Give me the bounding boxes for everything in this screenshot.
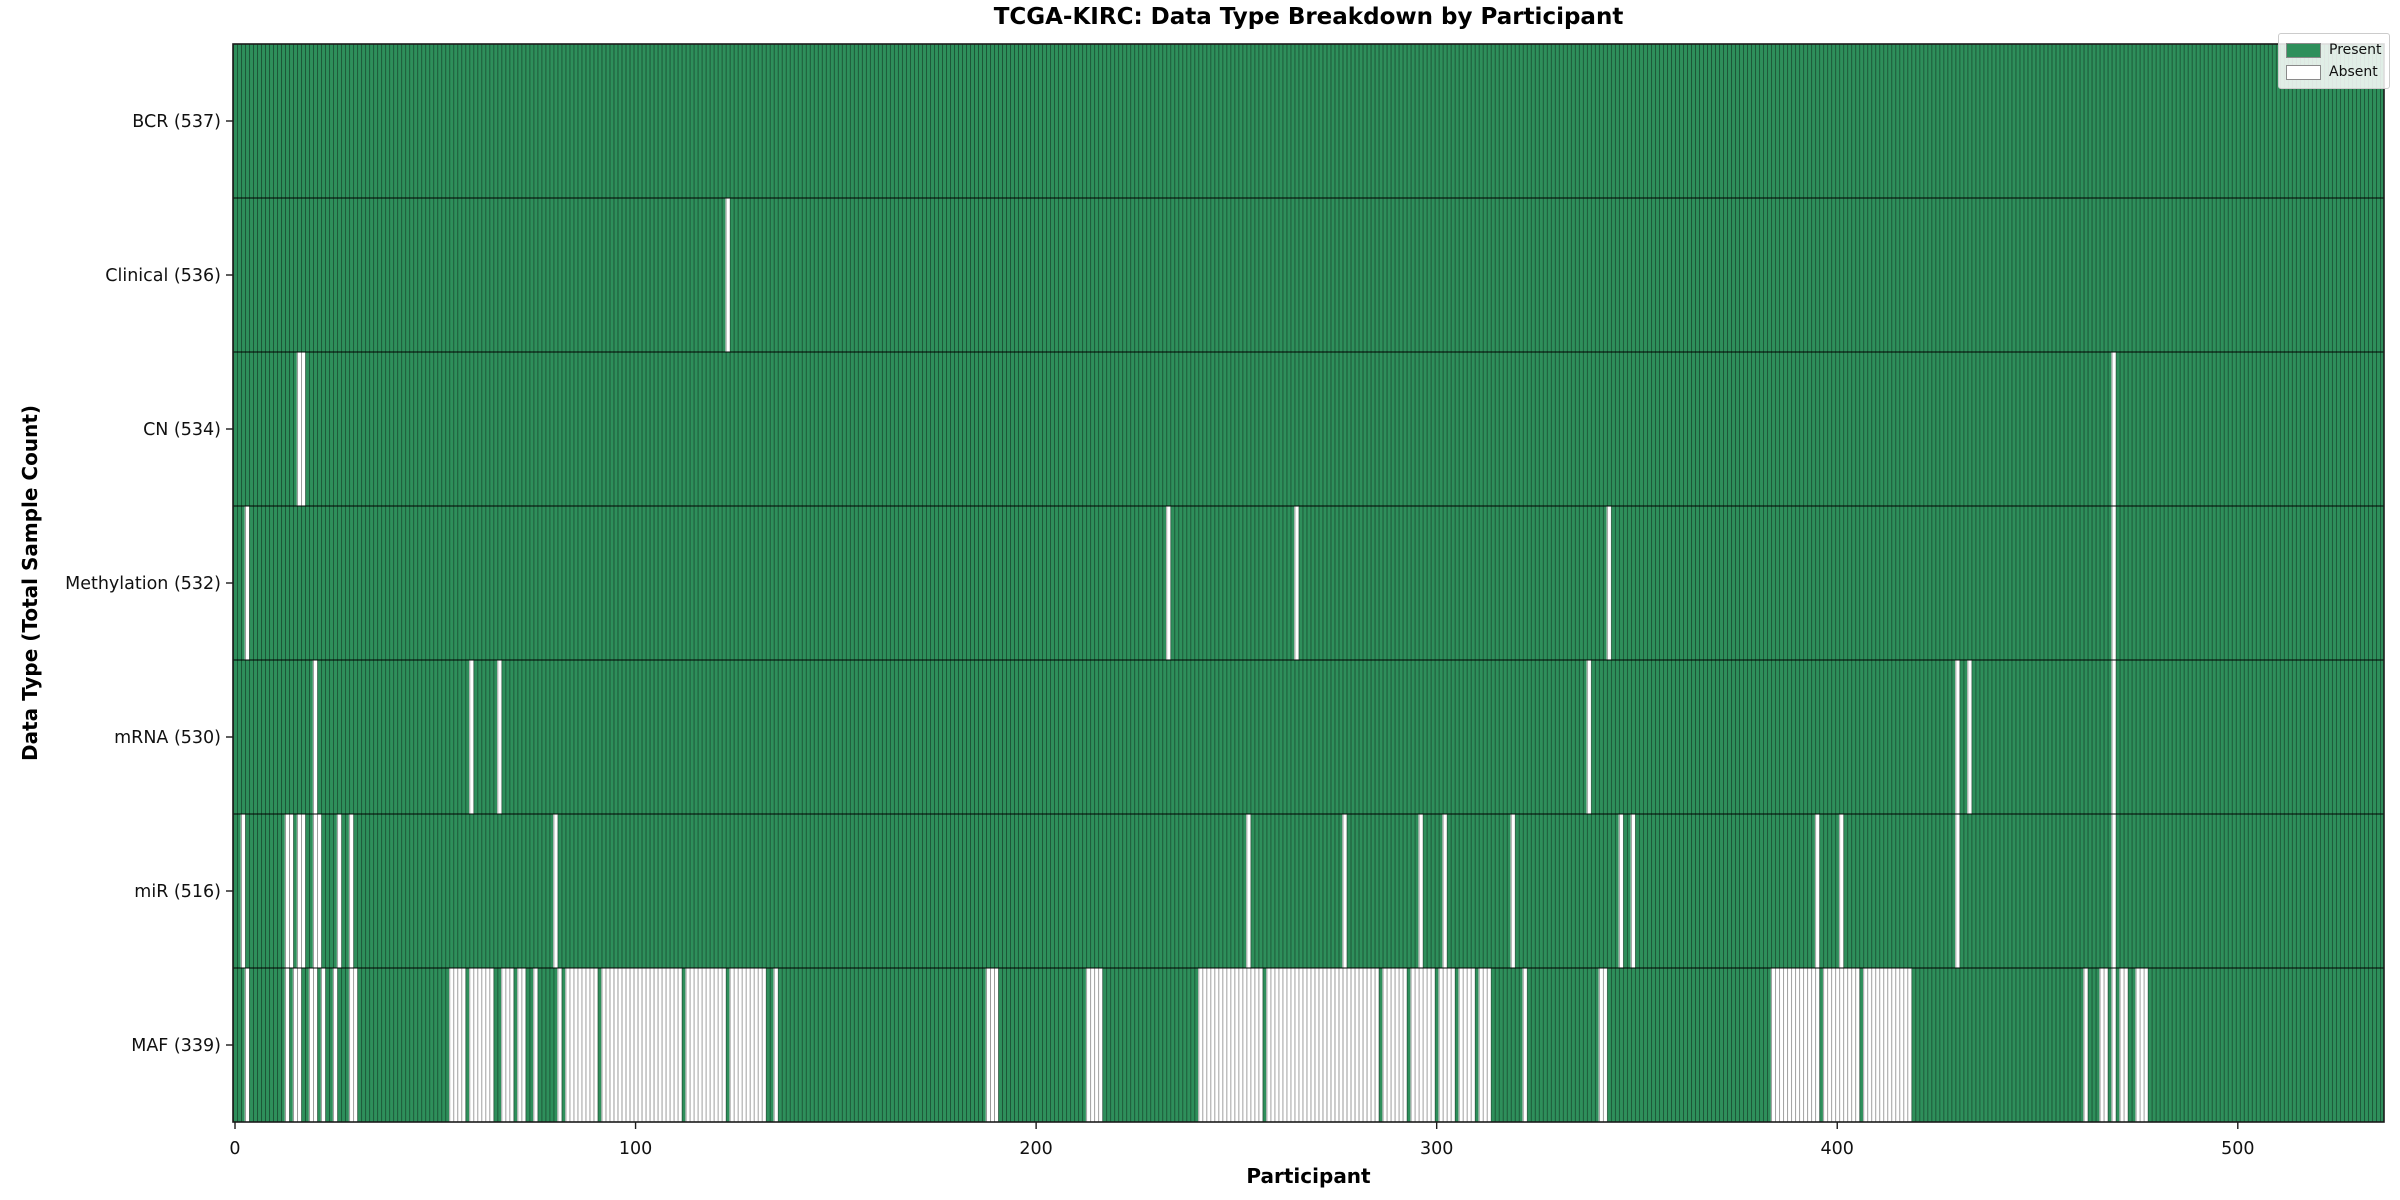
x-tick-label: 100 — [619, 1139, 652, 1159]
y-tick-label: miR (516) — [134, 882, 221, 902]
x-tick-label: 500 — [2221, 1139, 2254, 1159]
y-tick-label: mRNA (530) — [114, 728, 221, 748]
legend-present-label: Present — [2329, 42, 2382, 58]
y-tick-label: BCR (537) — [132, 112, 221, 132]
legend: Present Absent — [2278, 33, 2390, 89]
y-tick-label: Methylation (532) — [65, 574, 221, 594]
legend-absent-label: Absent — [2329, 64, 2378, 80]
x-tick-label: 300 — [1420, 1139, 1453, 1159]
y-tick-label: CN (534) — [143, 420, 221, 440]
y-axis-label: Data Type (Total Sample Count) — [18, 404, 42, 762]
y-tick-label: Clinical (536) — [105, 266, 221, 286]
legend-item-present: Present — [2286, 39, 2382, 61]
y-tick-label: MAF (339) — [131, 1036, 221, 1056]
chart-title: TCGA-KIRC: Data Type Breakdown by Partic… — [993, 4, 1624, 30]
present-swatch — [2286, 42, 2321, 58]
x-tick-label: 400 — [1821, 1139, 1854, 1159]
absent-swatch — [2286, 64, 2321, 80]
x-axis-label: Participant — [1246, 1164, 1371, 1188]
x-tick-label: 0 — [229, 1139, 240, 1159]
bar-edge-overlay — [233, 44, 2384, 1122]
legend-item-absent: Absent — [2286, 61, 2382, 83]
x-tick-label: 200 — [1019, 1139, 1052, 1159]
